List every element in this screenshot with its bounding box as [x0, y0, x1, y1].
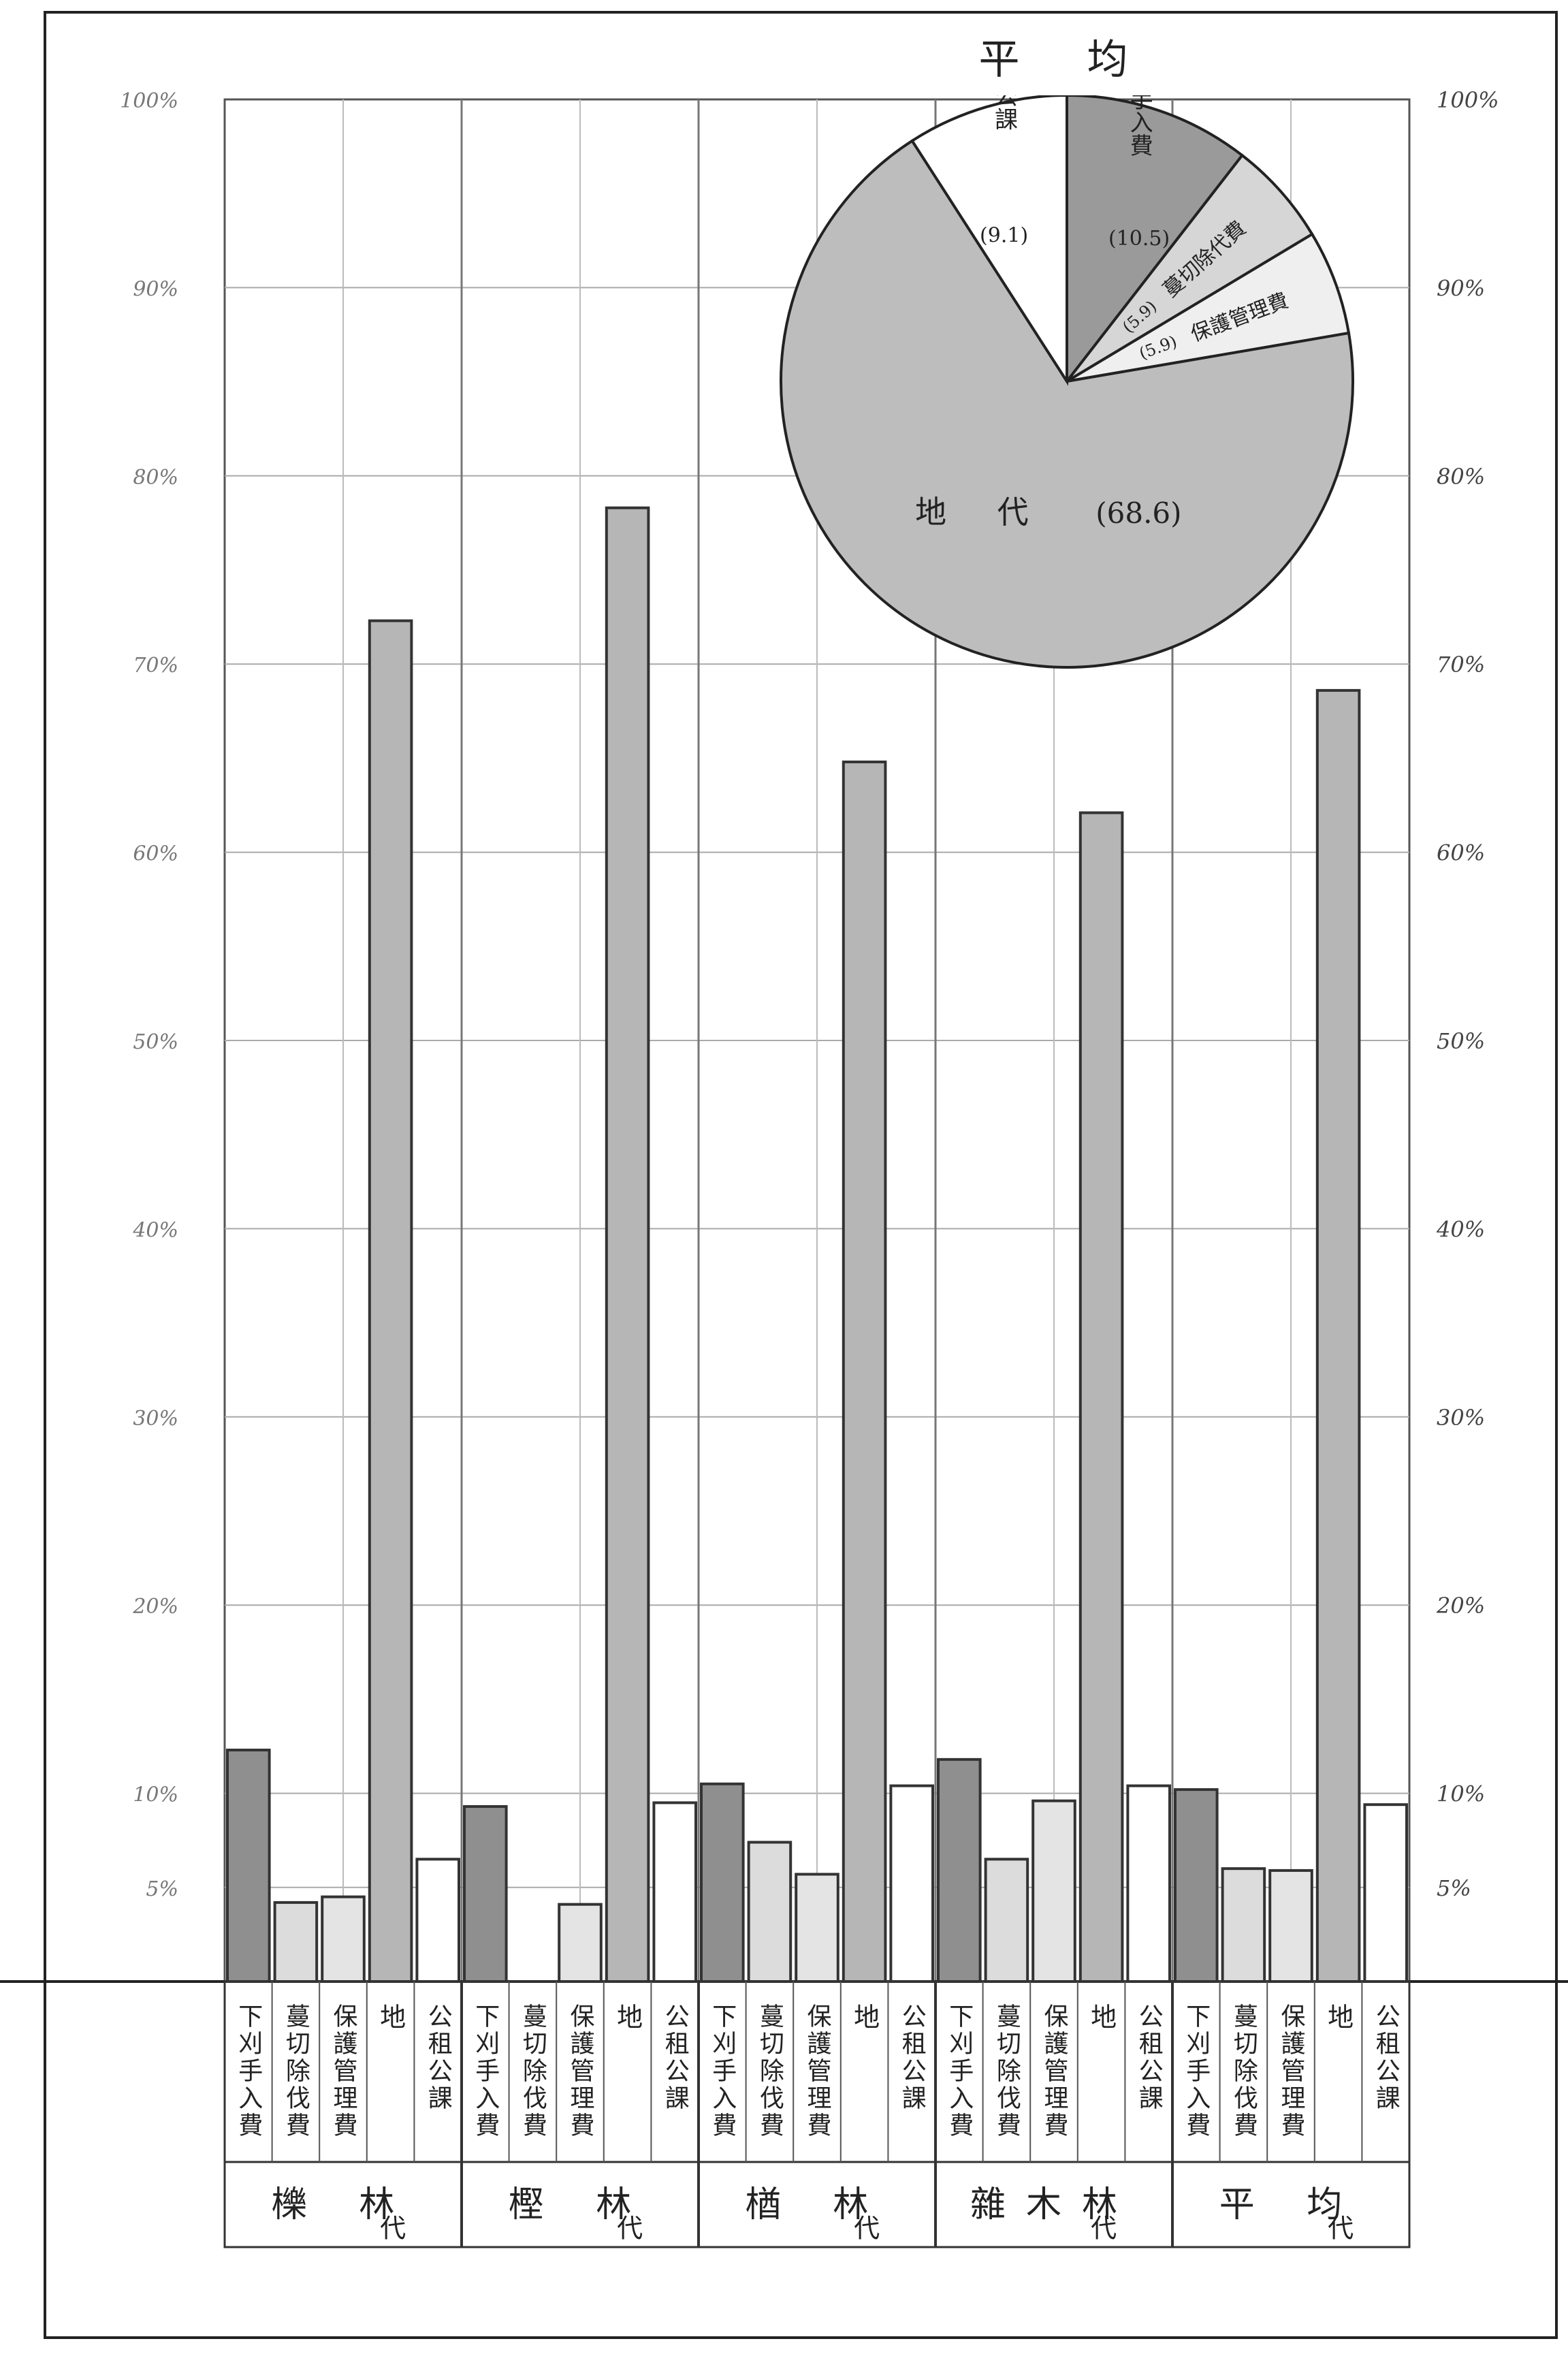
- category-label: 地 代: [850, 2003, 880, 2329]
- pie-slice-value: (10.5): [1108, 227, 1170, 251]
- category-label: 保護管理費: [803, 2003, 832, 2140]
- bar: [842, 760, 887, 1983]
- y-tick-label-right: 30%: [1437, 1405, 1485, 1431]
- category-label: 地 代: [1087, 2003, 1117, 2329]
- pie-slice: [910, 93, 1068, 386]
- bar: [1315, 688, 1361, 1983]
- pie-slice-value: (68.6): [1095, 496, 1181, 530]
- pie-slice: [1066, 93, 1245, 385]
- pie-title-backing: [967, 27, 1171, 95]
- bar: [747, 1841, 793, 1984]
- y-tick-label-left: 5%: [146, 1877, 178, 1901]
- y-tick-label-right: 100%: [1437, 87, 1499, 113]
- group-name-label: 平 均: [1219, 2184, 1363, 2225]
- bar: [1221, 1867, 1266, 1983]
- category-label: 公租公課: [898, 2003, 926, 2112]
- bar: [321, 1895, 366, 1984]
- bar: [984, 1858, 1029, 1984]
- pie-slice: [1066, 153, 1314, 383]
- category-label: 蔓切除伐費: [519, 2003, 547, 2140]
- category-label: 保護管理費: [1277, 2003, 1306, 2140]
- pie-title: 平 均: [978, 36, 1155, 84]
- category-label: 下刈手入費: [945, 2003, 973, 2140]
- bar: [415, 1858, 461, 1984]
- category-label: 公租公課: [661, 2003, 689, 2112]
- bar: [1126, 1784, 1172, 1983]
- category-label: 下刈手入費: [1182, 2003, 1210, 2140]
- category-label: 下刈手入費: [708, 2003, 736, 2140]
- group-name-label: 櫟 林: [272, 2184, 415, 2225]
- category-label: 蔓切除伐費: [756, 2003, 784, 2140]
- y-tick-label-left: 100%: [120, 89, 178, 113]
- y-tick-label-right: 70%: [1437, 652, 1485, 678]
- category-label: 地 代: [1324, 2003, 1354, 2329]
- bar: [273, 1900, 319, 1984]
- y-tick-label-left: 20%: [132, 1595, 178, 1619]
- page-frame: [44, 11, 1558, 2339]
- bar: [795, 1873, 839, 1983]
- group-name-label: 雜木林: [970, 2184, 1138, 2225]
- y-tick-label-right: 40%: [1436, 1216, 1485, 1242]
- category-label: 蔓切除伐費: [993, 2003, 1021, 2140]
- category-label: 公租公課: [1135, 2003, 1163, 2112]
- y-tick-label-left: 90%: [133, 277, 178, 301]
- bar: [1363, 1803, 1409, 1984]
- category-label: 下刈手入費: [234, 2003, 262, 2140]
- category-label: 地 代: [613, 2003, 643, 2329]
- bar: [1268, 1868, 1313, 1984]
- bar: [463, 1804, 508, 1983]
- right-axis-ticks: 100% 90% 80% 70% 60% 50% 40% 30% 20% 10% 5%: [1436, 87, 1499, 1901]
- bar: [652, 1801, 698, 1983]
- bar: [558, 1903, 603, 1984]
- group-name-label: 楢 林: [746, 2184, 889, 2225]
- bar: [1174, 1788, 1219, 1984]
- pie-slice: [780, 139, 1354, 669]
- y-tick-label-right: 20%: [1436, 1593, 1485, 1619]
- category-label: 公租公課: [1372, 2003, 1400, 2112]
- category-label: 蔓切除伐費: [282, 2003, 310, 2140]
- y-tick-label-left: 50%: [133, 1030, 178, 1054]
- bars-layer: [226, 506, 1409, 1984]
- y-tick-label-right: 80%: [1437, 464, 1485, 490]
- category-label: 蔓切除伐費: [1230, 2003, 1258, 2140]
- bar: [889, 1784, 935, 1983]
- bar: [605, 506, 650, 1983]
- bar: [226, 1749, 271, 1984]
- y-tick-label-right: 5%: [1437, 1875, 1471, 1901]
- y-tick-label-right: 10%: [1437, 1781, 1485, 1807]
- y-tick-label-right: 50%: [1437, 1028, 1485, 1054]
- pie-chart: 下刈手入費(10.5)蔓切除代費(5.9) 保護管理費(5.9)地 代 (68.6)…: [780, 27, 1354, 669]
- category-label: 公租公課: [424, 2003, 452, 2112]
- label-table: [223, 1980, 1411, 2248]
- category-label: 地 代: [376, 2003, 406, 2329]
- bar: [368, 619, 413, 1983]
- pie-slice-value: (9.1): [980, 224, 1028, 248]
- bar: [1078, 811, 1124, 1983]
- category-labels-layer: 下刈手入費 蔓切除伐費 保護管理費地 代公租公課櫟 林下刈手入費 蔓切除伐費 保護管理費…: [223, 1980, 1411, 2329]
- y-tick-label-right: 90%: [1437, 275, 1485, 301]
- category-label: 保護管理費: [566, 2003, 595, 2140]
- bar: [700, 1782, 745, 1984]
- category-label: 保護管理費: [330, 2003, 358, 2140]
- y-tick-label-left: 80%: [133, 466, 178, 490]
- y-tick-label-left: 10%: [133, 1783, 178, 1807]
- group-name-label: 樫 林: [509, 2184, 652, 2225]
- bar: [937, 1757, 982, 1983]
- left-axis-ticks: 100% 90% 80% 70% 60% 50% 40% 30% 20% 10% 5%: [120, 89, 178, 1901]
- y-tick-label-left: 60%: [133, 842, 178, 866]
- y-tick-label-left: 70%: [133, 654, 178, 678]
- pie-slice-label: 地 代: [915, 494, 1049, 530]
- y-tick-label-left: 40%: [132, 1218, 178, 1242]
- y-tick-label-left: 30%: [133, 1407, 178, 1431]
- y-tick-label-right: 60%: [1437, 840, 1485, 866]
- category-label: 下刈手入費: [471, 2003, 499, 2140]
- category-label: 保護管理費: [1040, 2003, 1069, 2140]
- bar: [1031, 1799, 1076, 1983]
